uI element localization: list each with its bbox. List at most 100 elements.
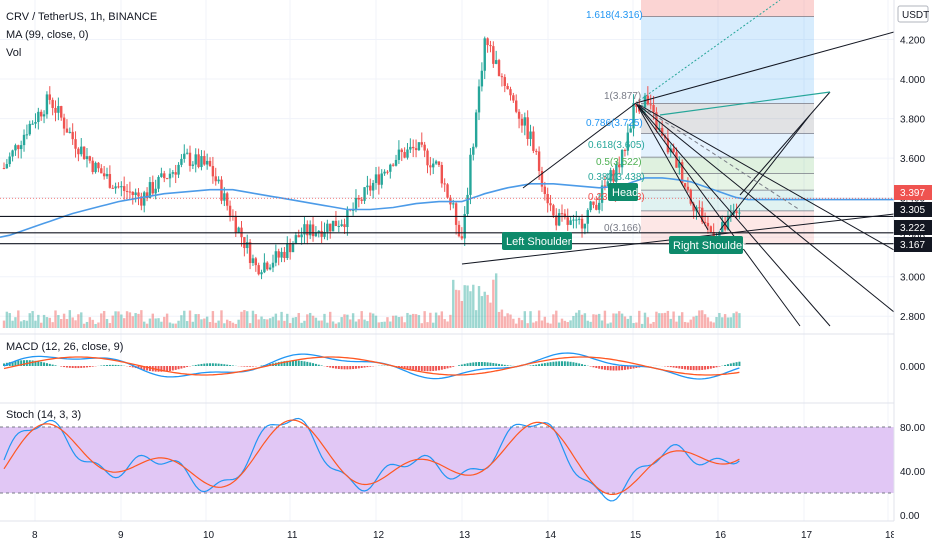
candle-body [117,186,120,188]
horizontal-levels[interactable] [0,197,894,245]
candle-body [291,243,295,253]
macd-hist-bar [131,366,134,368]
volume-bar [409,314,412,328]
macd-title[interactable]: MACD (12, 26, close, 9) [6,341,123,353]
macd-hist-bar [706,366,709,370]
label-right-shoulder[interactable]: Right Shoulder [669,236,746,254]
symbol-title[interactable]: CRV / TetherUS, 1h, BINANCE [6,11,157,23]
macd-hist-bar [629,366,632,369]
candle-body [701,207,704,222]
macd-hist-bar [68,366,71,368]
candle-body [609,170,612,182]
volume-bar [420,323,423,328]
volume-bar [257,319,260,328]
volume-bar [512,318,515,328]
volume-bar [640,323,644,328]
candle-body [417,142,421,151]
candle-body [311,224,315,237]
current-price-tag: 3.397 [894,185,932,200]
volume-bar [474,310,478,328]
vol-title[interactable]: Vol [6,47,21,59]
macd-hist-bar [337,366,340,369]
candle-body [686,186,690,190]
stoch-title[interactable]: Stoch (14, 3, 3) [6,409,81,421]
time-axis[interactable]: 8 9 10 11 12 13 14 15 16 17 18 [32,530,897,541]
candle-body [434,161,438,164]
candle-body [134,192,137,196]
candle-body [100,168,103,174]
macd-hist-bar [561,361,563,366]
trend-line-4 [635,102,831,327]
volume-bar [417,315,421,328]
volume-bar [357,319,361,328]
macd-hist-bar [500,364,503,366]
macd-hist-bar [343,366,346,370]
candle-body [383,171,386,174]
candle-body [114,186,117,189]
candle-body [489,45,492,47]
candle-body [108,174,112,188]
candle-body [391,164,395,166]
macd-hist-bar [460,364,463,366]
macd-hist-bar [194,364,197,366]
candle-body [480,70,484,87]
macd-hist-bar [466,363,469,366]
volume-bar [48,317,51,328]
volume-bar [183,310,186,328]
candle-body [286,243,289,259]
volume-bar [114,311,117,328]
candle-body [672,148,675,153]
candle-body [463,214,466,239]
candle-body [60,106,63,118]
currency-badge[interactable]: USDT [897,5,929,23]
candle-body [575,219,578,221]
macd-hist-bar [286,360,289,366]
label-left-shoulder[interactable]: Left Shoulder [502,232,572,250]
macd-hist-bar [626,366,629,370]
candle-body [74,139,77,149]
ma-title[interactable]: MA (99, close, 0) [6,29,89,41]
label-head[interactable]: Head [608,183,638,201]
price-tick: 3.800 [900,115,925,126]
macd-hist-bar [217,363,220,366]
volume-bar [80,312,83,328]
candle-body [566,217,569,225]
macd-hist-bar [483,362,486,366]
macd-hist-bar [349,366,352,370]
candle-body [185,152,189,154]
candle-body [552,205,555,216]
macd-hist-bar [669,366,672,368]
volume-bar [291,317,295,328]
volume-bar [726,317,730,328]
volume-bar [532,322,535,328]
volume-bar [452,279,455,328]
macd-hist-bar [704,366,707,370]
volume-bar [131,316,134,328]
macd-hist-bar [463,363,466,366]
volume-bar [122,318,126,328]
macd-hist-bar [363,366,366,368]
volume-bar [460,300,464,328]
volume-bar [280,311,283,328]
volume-bar [243,310,246,328]
volume-bar [666,310,670,328]
candle-body [595,204,598,210]
volume-bar [675,321,678,328]
volume-bar [426,322,429,328]
macd-hist-bar [589,366,592,367]
volume-bar [683,321,687,328]
volume-bar [686,322,690,328]
candle-body [163,173,166,179]
volume-bar [320,320,323,328]
macd-hist-bar [320,365,323,366]
candle-body [340,224,343,226]
volume-bar [323,313,326,328]
macd-hist-bar [435,366,438,371]
macd-hist-bar [352,366,355,370]
volume-bar [663,312,667,328]
candle-body [437,161,441,165]
volume-bar [483,291,486,328]
volume-bar [194,314,197,328]
candle-body [125,190,129,192]
